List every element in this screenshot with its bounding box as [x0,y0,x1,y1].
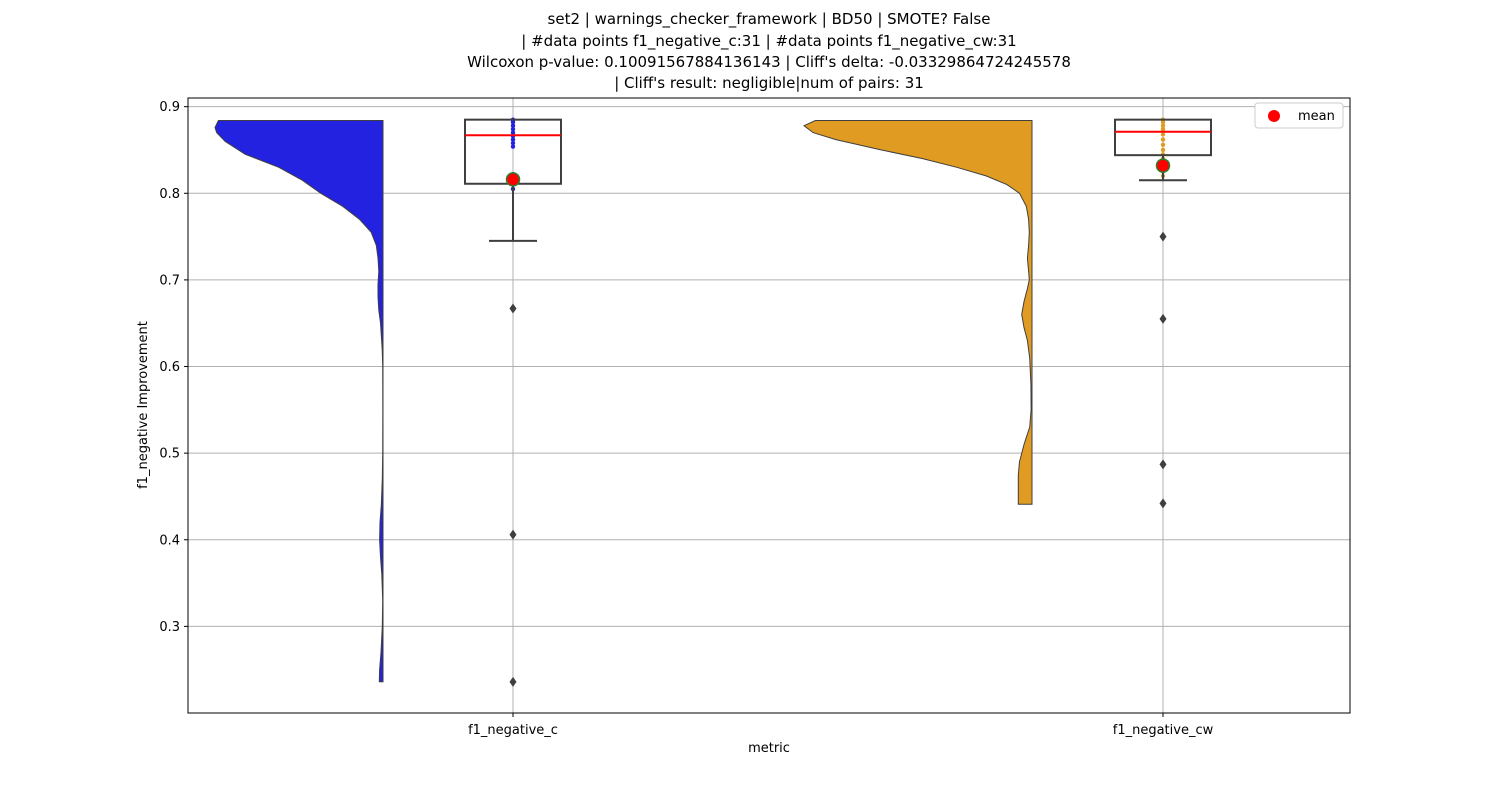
title-line-4: | Cliff's result: negligible|num of pair… [614,74,924,92]
outlier-marker [1159,231,1167,242]
x-axis-label: metric [748,741,790,756]
data-point [510,126,516,132]
data-point [1160,137,1166,142]
outlier-marker [1159,313,1167,324]
data-point [510,120,516,125]
outlier-marker [1159,459,1167,470]
y-tick-label: 0.9 [159,100,180,115]
data-point [510,123,516,128]
violin-f1_negative_cw [803,119,1033,505]
y-tick-label: 0.7 [159,273,180,288]
data-point [1160,120,1166,125]
mean-marker [1155,158,1171,173]
chart-title: set2 | warnings_checker_framework | BD50… [467,10,1071,92]
title-line-1: set2 | warnings_checker_framework | BD50… [548,10,991,29]
plot-area-frame [187,97,1351,714]
data-point [1160,123,1166,128]
y-tick-label: 0.3 [159,620,180,635]
boxplots [464,117,1212,687]
y-axis-label: f1_negative Improvement [136,321,151,489]
data-point [1160,126,1166,132]
data-point [1160,132,1166,137]
legend-mean-marker [1268,110,1280,122]
outlier-marker [509,676,517,687]
y-tick-label: 0.6 [159,360,180,375]
violins [214,119,1033,683]
outlier-marker [1159,498,1167,509]
data-point [1160,142,1166,147]
y-tick-label: 0.8 [159,187,180,202]
legend-box [1254,102,1344,129]
data-point [510,140,516,146]
outlier-marker [509,529,517,540]
axes: 0.3 0.4 0.5 0.6 0.7 0.8 0.9 f1_negative_c f1_neg… [159,100,1213,738]
box-f1_negative_cw [1114,118,1212,157]
data-point [510,137,516,142]
title-line-3: Wilcoxon p-value: 0.10091567884136143 | … [467,53,1071,71]
title-line-2: | #data points f1_negative_c:31 | #data … [521,32,1016,51]
x-tick-label: f1_negative_c [468,723,558,738]
data-point [510,130,516,135]
legend-mean-label: mean [1298,109,1335,124]
outlier-marker [509,303,517,314]
legend: mean [1254,102,1344,129]
mean-marker [505,172,521,187]
y-tick-label: 0.4 [159,533,180,548]
data-point [1160,147,1166,153]
violin-f1_negative_c [214,119,384,683]
data-point [510,144,516,149]
y-tick-label: 0.5 [159,447,180,462]
x-tick-label: f1_negative_cw [1113,723,1214,738]
